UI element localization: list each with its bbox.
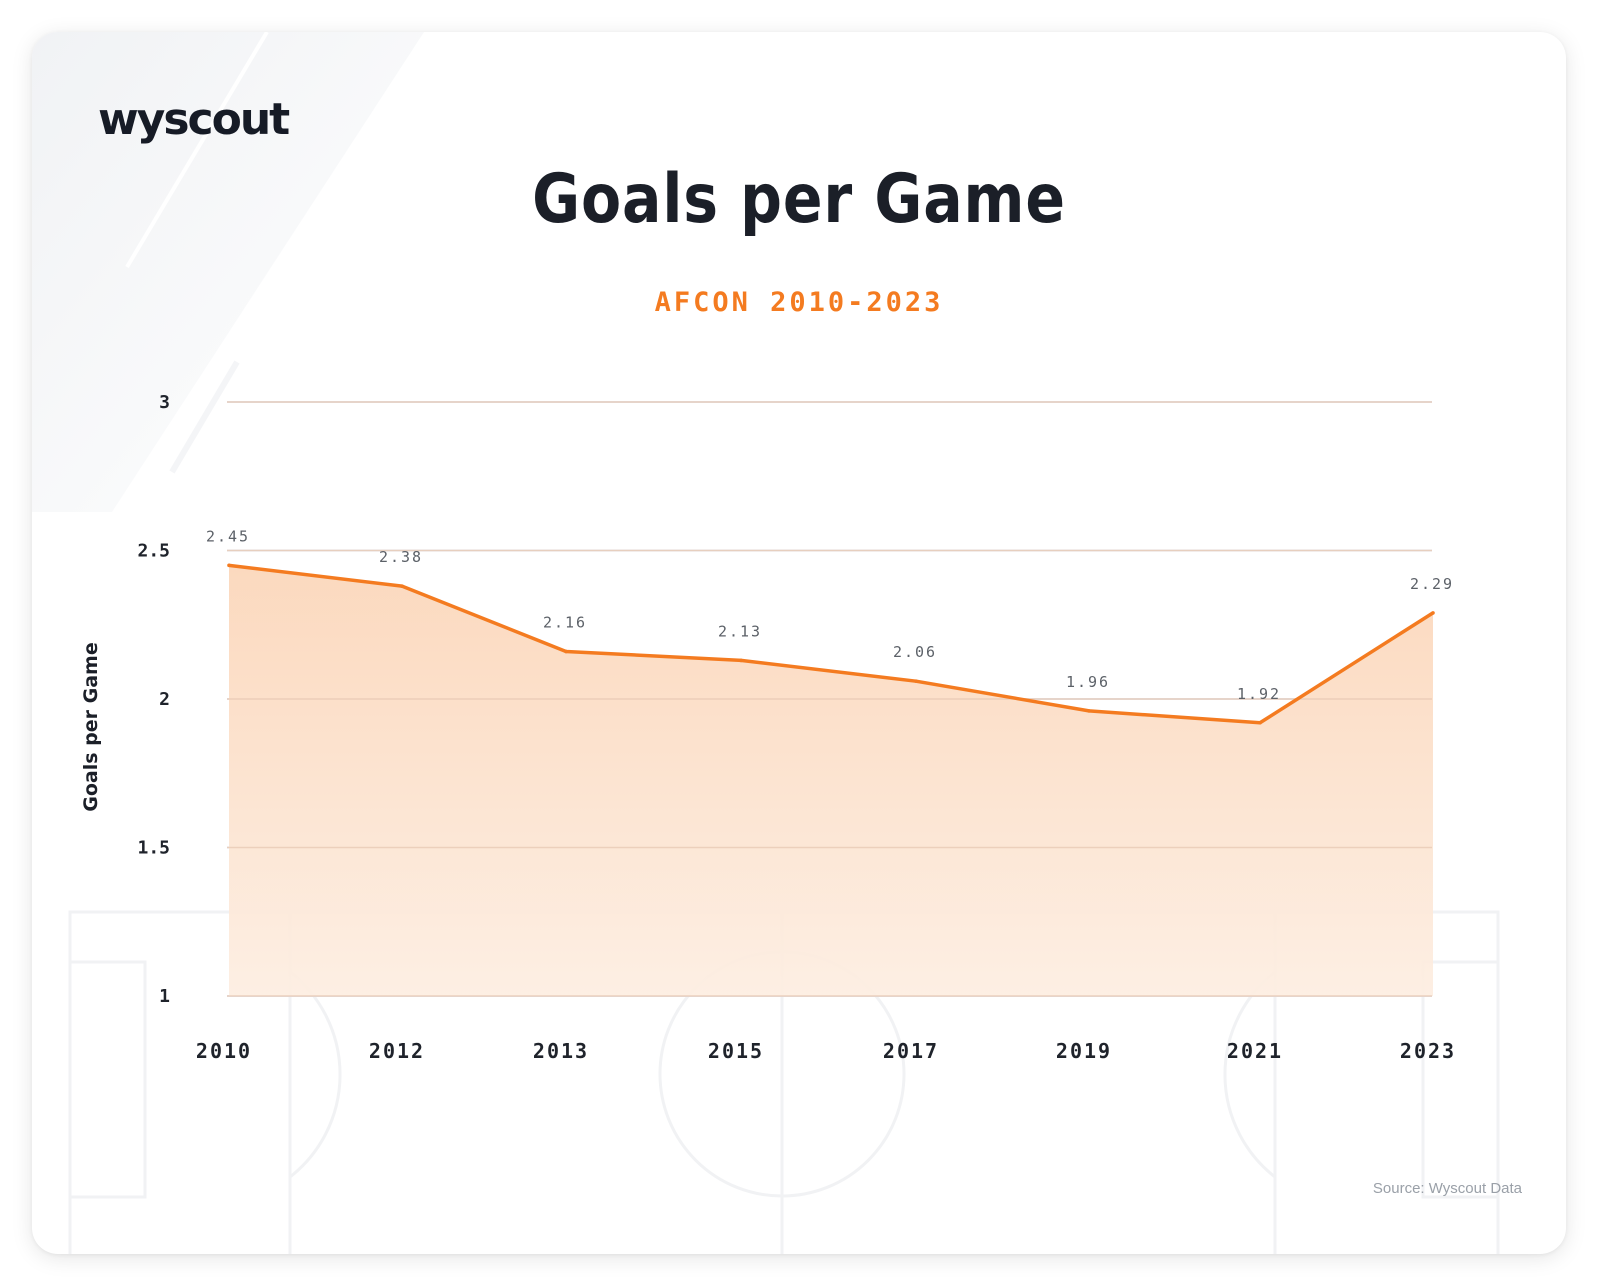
data-label: 2.45 [206,527,250,545]
data-label: 2.06 [893,643,937,661]
data-point [1087,709,1091,713]
x-tick-label: 2023 [1400,1039,1456,1063]
source-note: Source: Wyscout Data [1372,1180,1522,1197]
data-point [400,584,404,588]
data-label: 2.38 [379,548,423,566]
y-tick-label: 2.5 [137,541,170,562]
y-tick-label: 1.5 [137,838,170,859]
data-label: 2.29 [1410,575,1454,593]
y-tick-label: 2 [159,689,170,710]
data-point [564,649,568,654]
y-tick-label: 3 [159,392,170,413]
data-label: 1.92 [1237,685,1281,703]
data-point [1431,611,1435,615]
data-label: 2.13 [718,622,762,640]
area-fill [229,565,1433,996]
x-tick-label: 2012 [369,1039,425,1063]
x-tick-label: 2015 [708,1039,764,1063]
data-point [914,679,918,683]
x-tick-label: 2019 [1056,1039,1112,1063]
series-line [228,563,1434,725]
data-point [227,563,231,568]
data-point [739,658,743,663]
data-label: 1.96 [1066,673,1110,691]
y-tick-label: 1 [159,986,170,1007]
wyscout-logo: wyscout [98,94,290,145]
x-tick-label: 2010 [196,1039,252,1063]
goals-area-chart: 1 1.5 2 2.5 3 2.45 2.38 2.16 2.13 2.06 1.96 1.92 2.2… [80,392,1456,1063]
x-tick-label: 2017 [883,1039,939,1063]
x-tick-label: 2013 [533,1039,589,1063]
chart-card: wyscout Goals per Game AFCON 2010-2023 S… [32,32,1566,1254]
chart-title: Goals per Game [532,160,1066,239]
data-label: 2.16 [543,613,587,631]
x-tick-label: 2021 [1227,1039,1283,1063]
data-point [1258,720,1262,725]
chart-subtitle: AFCON 2010-2023 [654,287,944,318]
y-axis-label: Goals per Game [80,642,102,811]
